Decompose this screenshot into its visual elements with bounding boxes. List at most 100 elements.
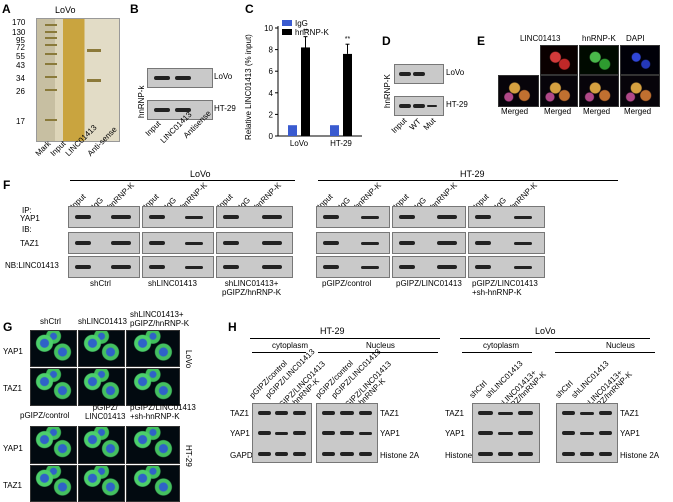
h-row-gapdh-l: GAPDH	[230, 451, 259, 460]
legend-label: hnRNP-K	[295, 28, 329, 37]
bar-IgG-LoVo	[288, 125, 297, 136]
h-row-histone-r: Histone 2A	[445, 451, 485, 460]
y-tick-label: 8	[269, 46, 274, 55]
g-img-3	[126, 330, 180, 367]
g-img-11	[78, 465, 125, 502]
blot-b-ht29	[147, 100, 213, 120]
h-lovo-nuc: Nucleus	[606, 341, 635, 350]
h-ht29-nuc-line	[318, 352, 438, 353]
h-lovo-nuc-line	[555, 352, 655, 353]
e-merged-3: Merged	[583, 107, 611, 116]
f-ht29-line	[318, 180, 618, 181]
e-merged-2: Merged	[544, 107, 572, 116]
h-blot-ht29-nuc	[316, 403, 378, 463]
h-ht29-cyto-line	[252, 352, 306, 353]
e-top-dapi: DAPI	[626, 34, 645, 43]
f-group-shctrl: shCtrl	[90, 279, 111, 288]
f-blot-lovo-1-nb	[68, 256, 140, 278]
g-img-5	[78, 368, 125, 406]
f-blot-ht29-2-yap1	[392, 206, 466, 228]
h-ht29-nuc: Nucleus	[366, 341, 395, 350]
ladder-34: 34	[16, 74, 25, 83]
h-lovo-cyto: cytoplasm	[483, 341, 520, 350]
d-lane-mut: Mut	[421, 116, 438, 132]
x-tick-label: LoVo	[290, 139, 309, 148]
g-col-pgipz-control: pGIPZ/control	[20, 411, 70, 420]
ladder-55: 55	[16, 52, 25, 61]
ladder-170: 170	[12, 18, 26, 27]
g-col-pgipz-linc: pGIPZ/ LINC01413	[85, 403, 126, 421]
f-lovo-line	[70, 180, 295, 181]
panel-label-b: B	[130, 2, 139, 16]
h-lovo-line	[460, 338, 650, 339]
f-blot-lovo-2-yap1	[142, 206, 214, 228]
blot-d-lovo	[394, 64, 444, 84]
f-blot-ht29-2-nb	[392, 256, 466, 278]
g-col-shctrl: shCtrl	[40, 317, 61, 326]
gel-image-a	[36, 18, 120, 142]
f-group-shlinc-hnrnpk: shLINC01413+ pGIPZ/hnRNP-K	[222, 279, 282, 297]
ladder-43: 43	[16, 61, 25, 70]
y-tick-label: 2	[269, 110, 274, 119]
g-row-yap1-bottom: YAP1	[3, 444, 23, 453]
legend-label: IgG	[295, 19, 308, 28]
e-merged-4: Merged	[624, 107, 652, 116]
g-cell-ht29: HT-29	[184, 445, 193, 467]
significance-label: **	[345, 36, 351, 43]
f-ip: IP:	[22, 206, 32, 215]
g-img-8	[78, 426, 125, 464]
d-row-ht29: HT-29	[446, 100, 468, 109]
e-img-merged-1	[498, 75, 539, 107]
ladder-130: 130	[12, 28, 26, 37]
g-img-7	[30, 426, 77, 464]
f-group-pgipz-linc-sh: pGIPZ/LINC01413 +sh-hnRNP-K	[472, 279, 538, 297]
h-row-yap1-l: YAP1	[230, 429, 250, 438]
bar-IgG-HT-29	[330, 125, 339, 136]
panel-label-h: H	[228, 320, 237, 334]
panel-a-title: LoVo	[55, 5, 76, 15]
ladder-95: 95	[16, 36, 25, 45]
e-merged-1: Merged	[501, 107, 529, 116]
g-row-yap1-top: YAP1	[3, 347, 23, 356]
f-blot-ht29-1-taz1	[316, 232, 390, 254]
h-row-histone-m: Histone 2A	[380, 451, 420, 460]
h-row-yap1-m: YAP1	[380, 429, 400, 438]
g-img-10	[30, 465, 77, 502]
g-col-shlinc: shLINC01413	[78, 317, 127, 326]
h-ht29-line	[250, 338, 440, 339]
h-row-yap1-r: YAP1	[445, 429, 465, 438]
ladder-26: 26	[16, 87, 25, 96]
legend-swatch	[282, 29, 292, 35]
b-lane-input: Input	[143, 119, 163, 138]
f-lovo: LoVo	[190, 169, 211, 179]
legend-swatch	[282, 20, 292, 26]
e-img-hnrnpk	[579, 45, 619, 75]
panel-label-e: E	[477, 34, 486, 48]
f-row-taz1: TAZ1	[20, 239, 39, 248]
f-blot-lovo-1-taz1	[68, 232, 140, 254]
panel-b-ylabel: hnRNP-k	[137, 85, 146, 118]
g-col-pgipz-linc-sh: pGIPZ/LINC01413 +sh-hnRNP-K	[130, 403, 196, 421]
e-img-merged-4	[620, 75, 660, 107]
f-blot-ht29-1-yap1	[316, 206, 390, 228]
f-blot-lovo-2-nb	[142, 256, 214, 278]
h-row-taz1-l: TAZ1	[230, 409, 249, 418]
y-tick-label: 10	[264, 24, 273, 33]
f-group-shlinc: shLINC01413	[148, 279, 197, 288]
f-row-yap1: YAP1	[20, 214, 40, 223]
h-blot-lovo-nuc	[556, 403, 618, 463]
g-img-4	[30, 368, 77, 406]
y-tick-label: 4	[269, 89, 274, 98]
blot-b-lovo	[147, 68, 213, 88]
f-blot-lovo-3-taz1	[216, 232, 293, 254]
y-tick-label: 6	[269, 67, 274, 76]
d-row-lovo: LoVo	[446, 68, 465, 77]
f-ib: IB:	[22, 225, 32, 234]
h-ht29-cyto: cytoplasm	[272, 341, 309, 350]
h-lovo: LoVo	[535, 326, 556, 336]
h-row-taz1-r: TAZ1	[445, 409, 464, 418]
chart-ylabel: Relative LINC01413 (% input)	[244, 34, 253, 140]
f-blot-lovo-1-yap1	[68, 206, 140, 228]
g-col-shlinc-hnrnpk: shLINC01413+ pGIPZ/hnRNP-K	[130, 310, 190, 328]
